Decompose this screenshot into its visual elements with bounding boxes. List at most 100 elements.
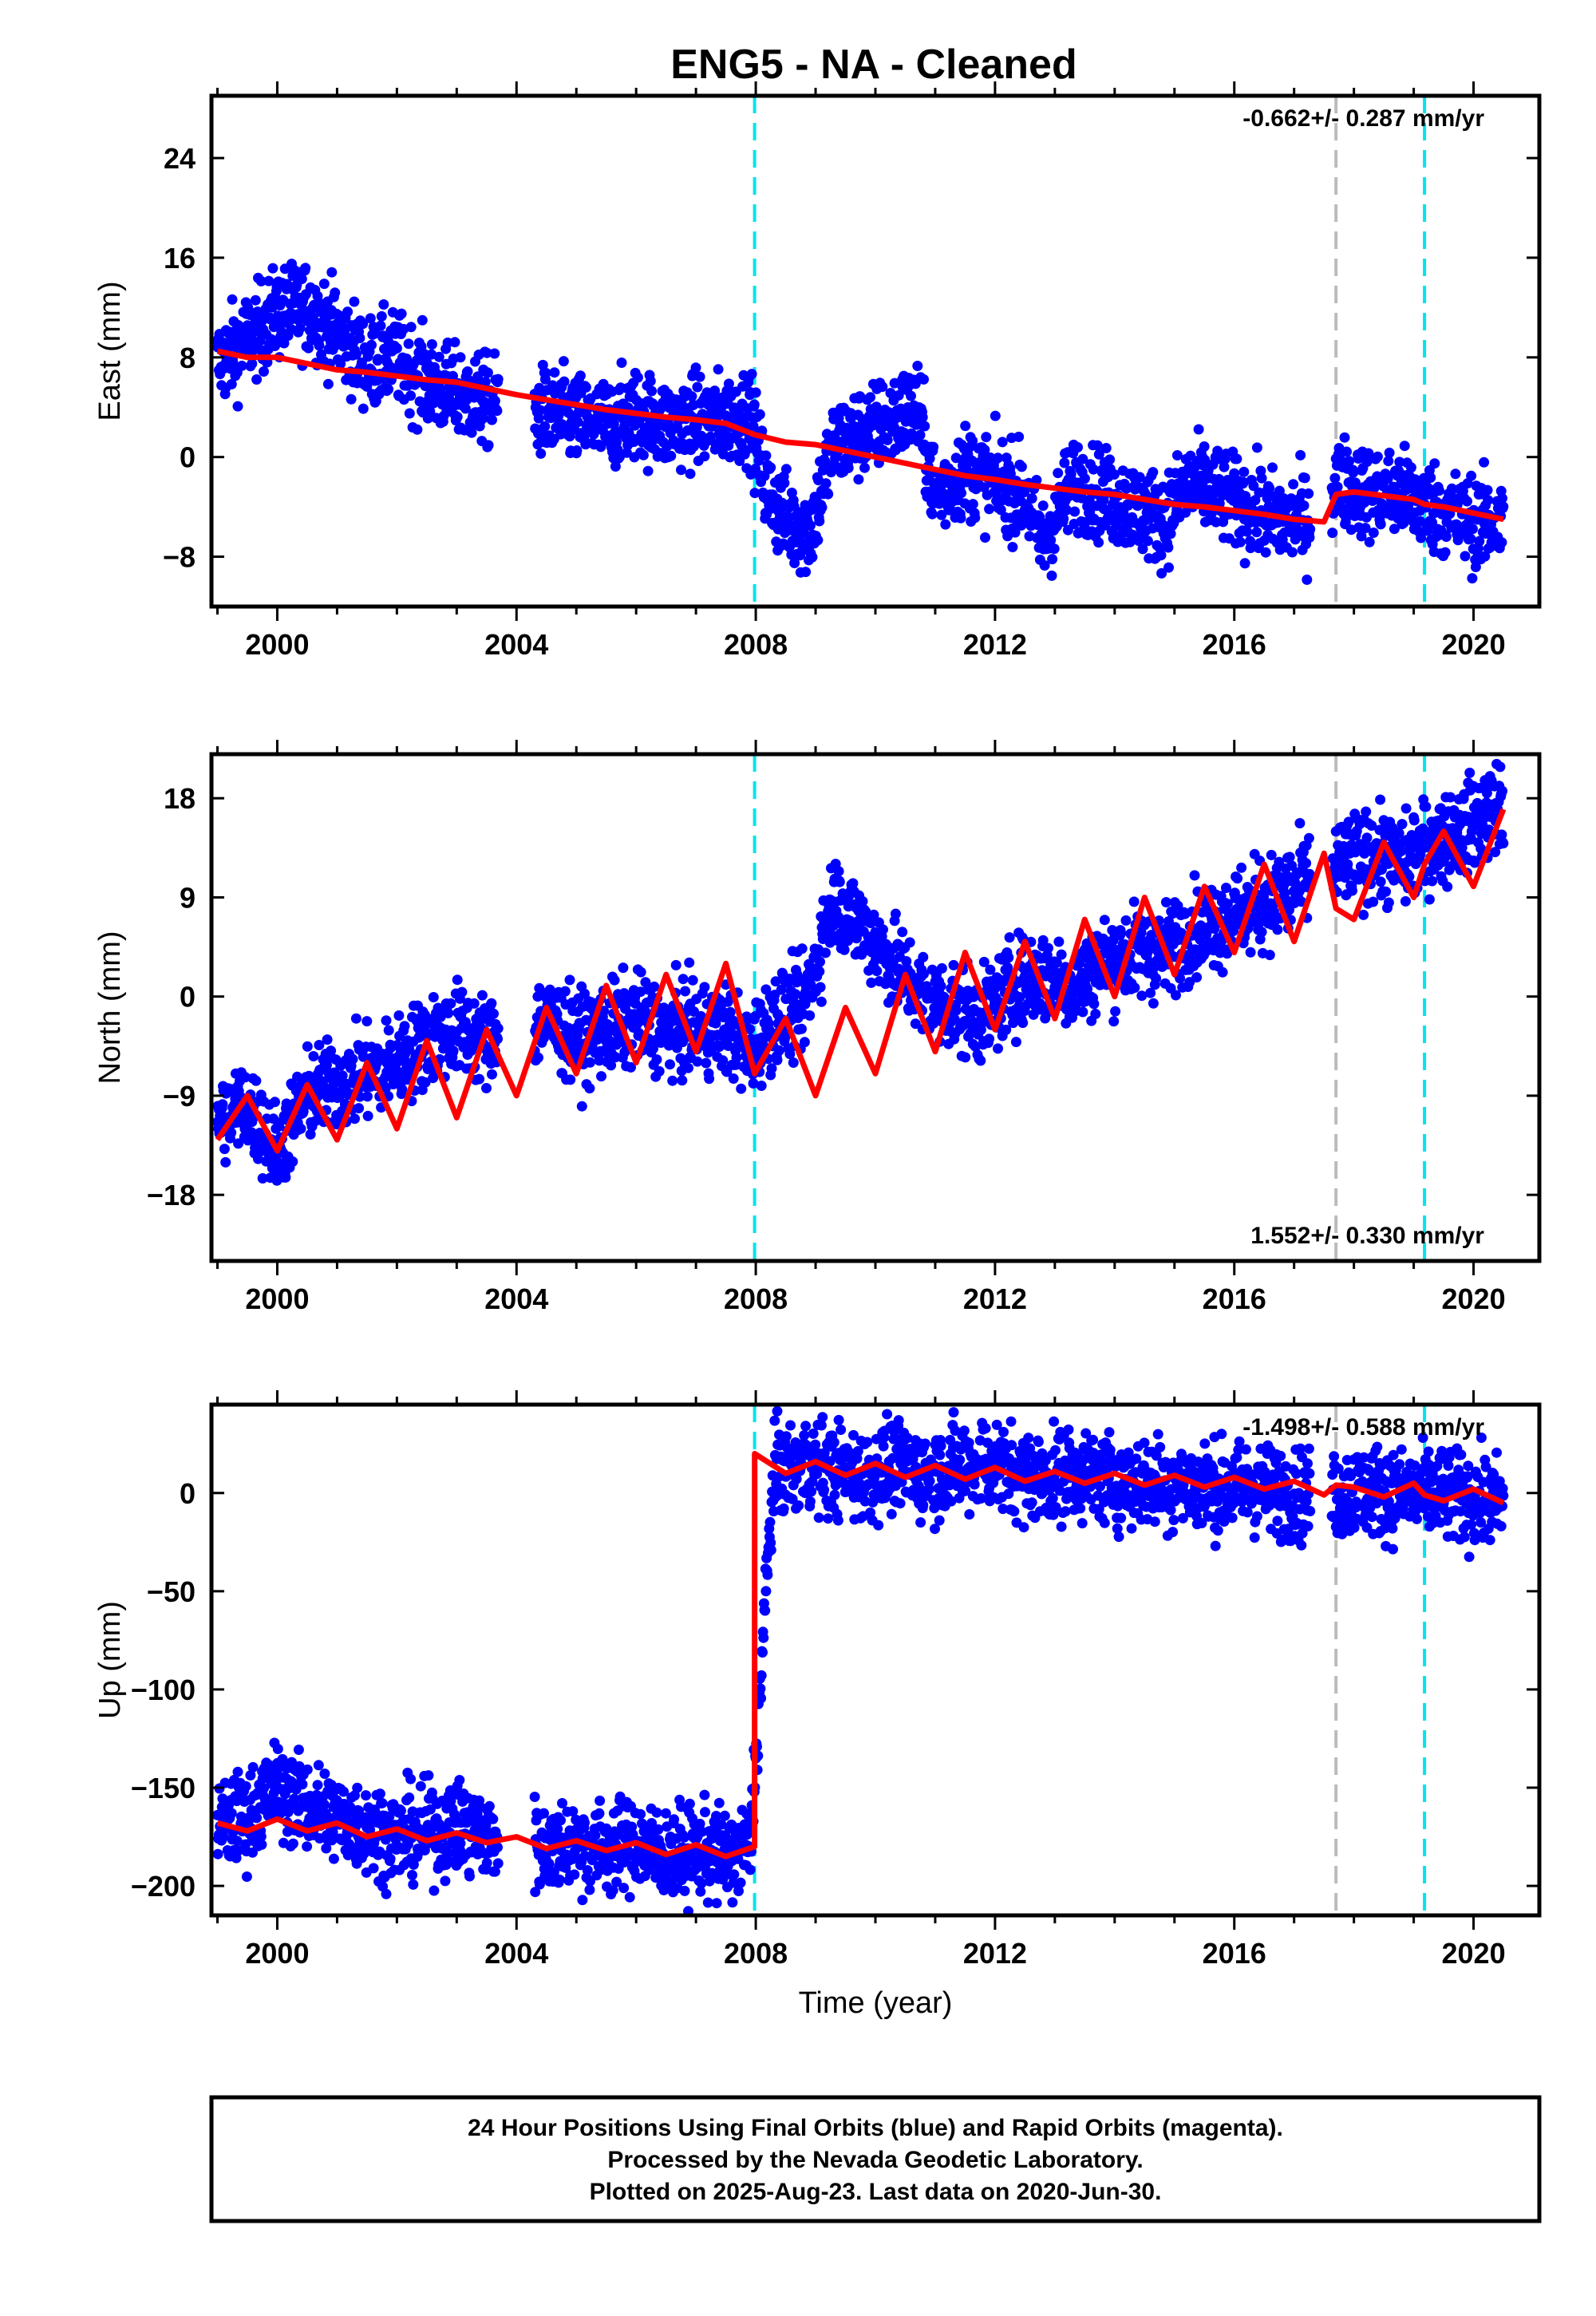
data-point xyxy=(912,361,923,371)
data-point xyxy=(1222,899,1233,910)
data-point xyxy=(481,1083,492,1093)
data-point xyxy=(1329,472,1341,484)
data-point xyxy=(1156,567,1167,579)
y-tick-label: −18 xyxy=(147,1179,196,1211)
data-point xyxy=(1474,536,1485,547)
data-point xyxy=(1039,560,1050,571)
data-point xyxy=(614,1032,625,1043)
data-point xyxy=(1212,445,1223,456)
data-point xyxy=(1288,479,1299,490)
data-point xyxy=(918,951,929,962)
data-point xyxy=(910,1018,921,1030)
data-point xyxy=(800,567,812,578)
data-point xyxy=(692,381,703,393)
data-point xyxy=(692,1056,703,1067)
data-point xyxy=(950,1005,962,1016)
data-point xyxy=(314,340,325,351)
data-point xyxy=(745,1024,756,1034)
data-point xyxy=(694,371,705,382)
data-point xyxy=(448,1045,459,1057)
data-point xyxy=(1002,962,1013,973)
data-point xyxy=(381,1015,392,1026)
data-point xyxy=(1495,761,1506,773)
data-point xyxy=(865,918,876,929)
data-point xyxy=(728,1073,739,1084)
data-point xyxy=(476,990,488,1001)
data-point xyxy=(347,1053,358,1065)
data-point xyxy=(949,1014,960,1025)
data-point xyxy=(1286,547,1298,558)
data-point xyxy=(678,974,689,985)
data-point xyxy=(1221,883,1231,893)
data-point xyxy=(349,296,360,307)
data-point xyxy=(452,411,463,422)
data-point xyxy=(358,1051,369,1062)
data-point xyxy=(250,294,261,306)
x-tick-label: 2016 xyxy=(1203,628,1266,661)
data-point xyxy=(960,421,971,432)
data-point xyxy=(699,982,710,993)
data-point xyxy=(723,378,734,389)
data-point xyxy=(1003,952,1014,963)
data-point xyxy=(1250,495,1261,506)
data-point xyxy=(1332,481,1343,492)
data-point xyxy=(1180,507,1191,518)
data-point xyxy=(399,1021,410,1032)
data-point xyxy=(918,968,929,979)
data-point xyxy=(1242,526,1253,537)
data-point xyxy=(362,1110,373,1121)
data-point xyxy=(1389,524,1400,535)
data-point xyxy=(492,405,503,417)
data-point xyxy=(1368,896,1379,907)
data-point xyxy=(1338,840,1349,852)
data-point xyxy=(232,401,243,412)
data-point xyxy=(584,1083,595,1094)
data-point xyxy=(255,275,267,287)
data-point xyxy=(1185,450,1196,461)
data-point xyxy=(1416,532,1427,543)
data-point xyxy=(940,519,951,530)
data-point xyxy=(361,1016,373,1027)
data-point xyxy=(455,352,466,363)
data-point xyxy=(717,1055,729,1066)
data-point xyxy=(814,516,825,527)
data-point xyxy=(906,390,916,401)
data-point xyxy=(928,441,939,453)
data-point xyxy=(877,381,888,393)
data-point xyxy=(452,974,463,986)
data-point xyxy=(906,428,917,439)
data-point xyxy=(1206,508,1217,520)
data-point xyxy=(1013,431,1025,442)
data-point xyxy=(638,449,649,460)
data-point xyxy=(642,465,654,476)
data-point xyxy=(1427,875,1438,887)
y-tick-label: −9 xyxy=(163,1080,196,1113)
data-point xyxy=(936,509,947,520)
data-point xyxy=(1256,472,1267,484)
data-point xyxy=(756,1081,767,1091)
data-point xyxy=(1464,767,1476,778)
data-point xyxy=(788,1057,799,1068)
data-point xyxy=(1327,528,1338,539)
data-point xyxy=(1264,950,1275,961)
data-point xyxy=(1136,990,1148,1002)
data-point xyxy=(1440,532,1452,542)
data-point xyxy=(565,1074,576,1085)
data-point xyxy=(405,322,417,333)
data-point xyxy=(418,348,429,359)
data-point xyxy=(993,453,1003,464)
data-point xyxy=(1017,1018,1029,1029)
data-point xyxy=(322,378,334,389)
data-point xyxy=(616,358,627,368)
data-point xyxy=(1465,533,1476,544)
data-point xyxy=(492,373,504,385)
data-point xyxy=(1077,453,1088,464)
data-point xyxy=(1420,801,1432,812)
data-point xyxy=(346,393,357,405)
data-point xyxy=(1191,972,1203,983)
data-point xyxy=(713,364,724,375)
data-point xyxy=(397,1084,408,1095)
data-point xyxy=(981,432,992,443)
